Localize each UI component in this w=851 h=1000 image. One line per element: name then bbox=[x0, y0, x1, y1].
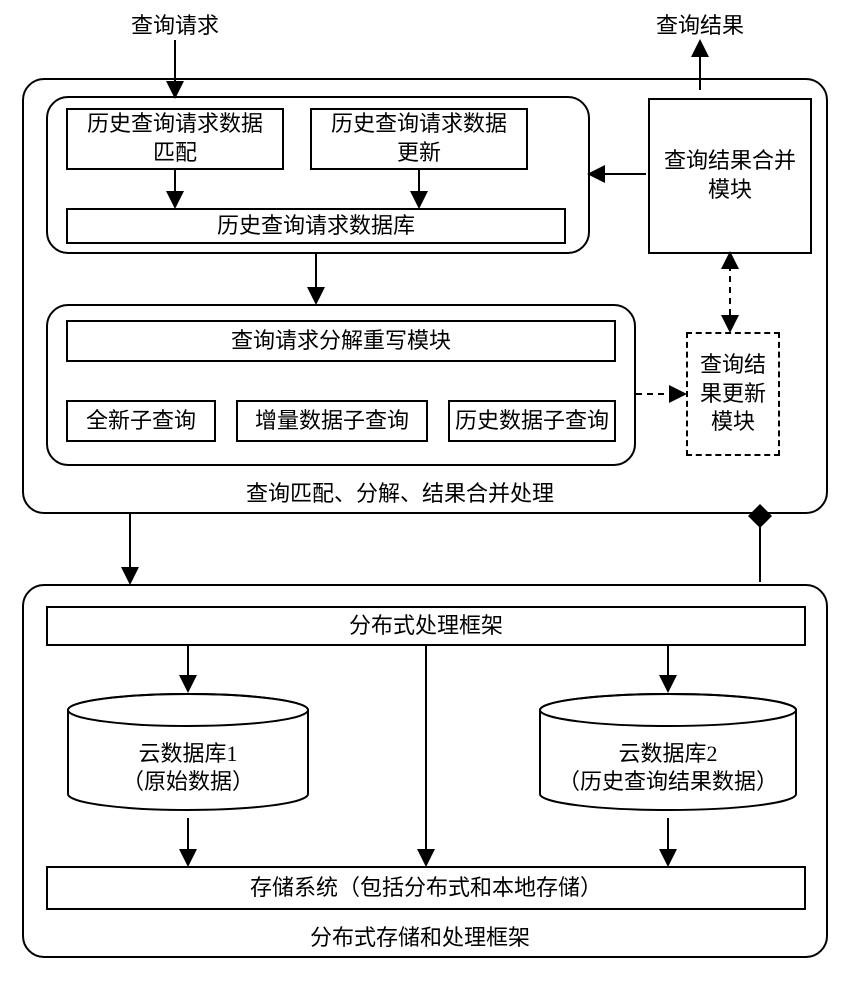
query-request-label: 查询请求 bbox=[115, 12, 235, 41]
query-result-label: 查询结果 bbox=[640, 12, 760, 41]
top-panel-title: 查询匹配、分解、结果合并处理 bbox=[170, 480, 630, 509]
dist-framework-text: 分布式处理框架 bbox=[349, 612, 503, 641]
sub-inc-text: 增量数据子查询 bbox=[255, 407, 409, 436]
db2-label: 云数据库2 （历史查询结果数据） bbox=[536, 740, 800, 795]
sub-inc-box: 增量数据子查询 bbox=[236, 400, 428, 442]
history-match-box: 历史查询请求数据 匹配 bbox=[66, 108, 284, 170]
result-update-text: 查询结 果更新 模块 bbox=[700, 351, 766, 437]
db1-cylinder: 云数据库1 （原始数据） bbox=[64, 692, 312, 814]
history-db-box: 历史查询请求数据库 bbox=[66, 208, 566, 244]
history-update-text: 历史查询请求数据 更新 bbox=[331, 110, 507, 167]
merge-module-text: 查询结果合并 模块 bbox=[664, 147, 796, 204]
db1-label: 云数据库1 （原始数据） bbox=[64, 740, 312, 795]
sub-new-text: 全新子查询 bbox=[86, 407, 196, 436]
db2-cylinder: 云数据库2 （历史查询结果数据） bbox=[536, 692, 800, 814]
rewrite-title-text: 查询请求分解重写模块 bbox=[231, 327, 451, 356]
dist-framework-box: 分布式处理框架 bbox=[46, 606, 806, 646]
storage-box: 存储系统（包括分布式和本地存储） bbox=[46, 866, 806, 910]
history-update-box: 历史查询请求数据 更新 bbox=[310, 108, 528, 170]
sub-hist-text: 历史数据子查询 bbox=[455, 407, 609, 436]
bottom-panel-title: 分布式存储和处理框架 bbox=[270, 924, 570, 953]
storage-text: 存储系统（包括分布式和本地存储） bbox=[250, 874, 602, 903]
merge-module-box: 查询结果合并 模块 bbox=[648, 98, 812, 254]
history-db-text: 历史查询请求数据库 bbox=[217, 212, 415, 241]
rewrite-title-box: 查询请求分解重写模块 bbox=[66, 320, 616, 362]
result-update-box: 查询结 果更新 模块 bbox=[686, 332, 780, 456]
sub-new-box: 全新子查询 bbox=[66, 400, 216, 442]
sub-hist-box: 历史数据子查询 bbox=[448, 400, 616, 442]
history-match-text: 历史查询请求数据 匹配 bbox=[87, 110, 263, 167]
